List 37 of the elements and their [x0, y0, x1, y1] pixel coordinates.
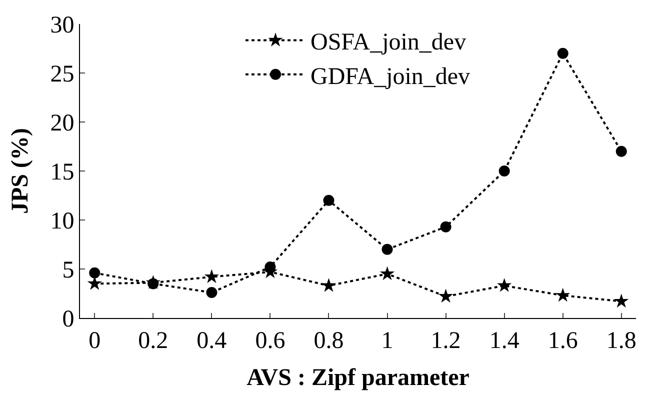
x-axis-title: AVS : Zipf parameter	[246, 365, 470, 392]
point	[556, 288, 570, 302]
point	[204, 269, 219, 284]
legend-label: GDFA_join_dev	[310, 64, 470, 90]
point	[498, 166, 510, 176]
y-tick-label: 0	[62, 306, 74, 332]
y-tick-label: 30	[50, 12, 74, 38]
x-tick-label: 0.8	[314, 328, 344, 354]
point	[440, 221, 452, 232]
point	[206, 287, 218, 298]
x-tick-label: 1	[381, 328, 394, 354]
x-tick-label: 0.2	[138, 328, 168, 354]
point	[497, 278, 512, 292]
y-tick-label: 5	[62, 257, 74, 284]
x-tick-label: 0	[88, 328, 101, 354]
point	[380, 266, 395, 280]
point	[616, 146, 627, 157]
point	[87, 276, 102, 290]
x-tick-label: 0.4	[196, 328, 227, 354]
y-tick-label: 20	[50, 110, 74, 136]
y-tick-label: 15	[50, 159, 74, 186]
y-tick-label: 10	[50, 208, 74, 234]
point	[321, 278, 336, 292]
y-axis-title: JPS (%)	[7, 128, 34, 214]
legend-label: OSFA_join_dev	[310, 30, 466, 56]
x-tick-label: 1.2	[430, 328, 461, 354]
x-tick-label: 1.8	[606, 328, 636, 354]
x-tick-label: 0.6	[255, 328, 286, 354]
x-tick-label: 1.6	[548, 328, 578, 354]
point	[323, 194, 334, 206]
point	[438, 288, 454, 303]
point	[382, 244, 393, 255]
point	[89, 267, 100, 278]
y-tick-label: 25	[50, 61, 74, 88]
x-tick-label: 1.4	[489, 328, 520, 354]
point	[614, 294, 629, 308]
point	[557, 48, 568, 59]
